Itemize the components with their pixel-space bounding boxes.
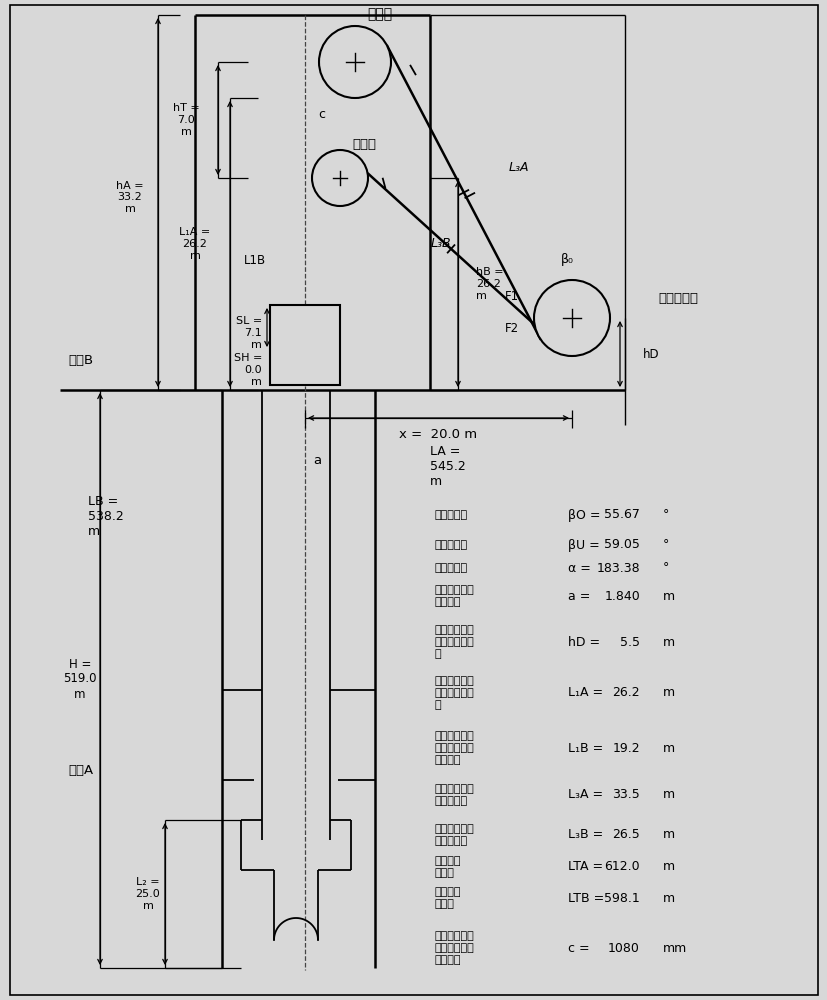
Text: L₁A =: L₁A = <box>567 686 602 700</box>
Text: 罐笼在最高处
时下天轮到罐
笼的绳长: 罐笼在最高处 时下天轮到罐 笼的绳长 <box>434 731 474 765</box>
Text: L₁A =
26.2
m: L₁A = 26.2 m <box>179 227 210 261</box>
Text: m: m <box>662 892 674 904</box>
Text: H =
519.0
m: H = 519.0 m <box>63 658 97 700</box>
Text: c: c <box>318 108 325 121</box>
Text: 55.67: 55.67 <box>604 508 639 522</box>
Text: 下天轮: 下天轮 <box>351 137 375 150</box>
Text: m: m <box>662 788 674 802</box>
Text: 1.840: 1.840 <box>604 589 639 602</box>
Text: 滚筒和电机: 滚筒和电机 <box>657 292 697 304</box>
Text: 19.2: 19.2 <box>612 742 639 754</box>
Text: L₃B: L₃B <box>430 237 451 250</box>
Text: 上天轮: 上天轮 <box>366 7 392 21</box>
Text: m: m <box>662 589 674 602</box>
Text: m: m <box>662 686 674 700</box>
Text: 下出绳仰角: 下出绳仰角 <box>434 540 467 550</box>
Text: °: ° <box>662 538 668 552</box>
Text: 33.5: 33.5 <box>611 788 639 802</box>
Text: 罐笼B: 罐笼B <box>68 354 93 366</box>
Text: °: ° <box>662 508 668 522</box>
Text: 612.0: 612.0 <box>604 860 639 874</box>
Text: m: m <box>662 636 674 648</box>
Text: °: ° <box>662 562 668 574</box>
Text: 上天轮到井口
标高的垂直距
离: 上天轮到井口 标高的垂直距 离 <box>434 676 474 710</box>
Text: m: m <box>662 828 674 842</box>
Text: L₂ =
25.0
m: L₂ = 25.0 m <box>136 877 160 911</box>
Text: L1B: L1B <box>244 254 265 267</box>
Text: 59.05: 59.05 <box>604 538 639 552</box>
Circle shape <box>533 280 609 356</box>
Text: 5.5: 5.5 <box>619 636 639 648</box>
Text: 卷筒中心到距
井口标高的距
离: 卷筒中心到距 井口标高的距 离 <box>434 625 474 659</box>
Text: F2: F2 <box>504 322 519 334</box>
Text: c =: c = <box>567 942 589 954</box>
Text: L₁B =: L₁B = <box>567 742 603 754</box>
Text: hD =: hD = <box>567 636 600 648</box>
Text: hT =
7.0
m: hT = 7.0 m <box>172 103 199 137</box>
Text: α =: α = <box>567 562 590 574</box>
Text: LTA =: LTA = <box>567 860 602 874</box>
Circle shape <box>318 26 390 98</box>
Text: 钙绳围包角: 钙绳围包角 <box>434 563 467 573</box>
Text: hA =
33.2
m: hA = 33.2 m <box>116 181 144 214</box>
Text: mm: mm <box>662 942 686 954</box>
Text: x =  20.0 m: x = 20.0 m <box>399 428 477 440</box>
Text: 1080: 1080 <box>607 942 639 954</box>
Text: hD: hD <box>643 348 659 360</box>
Text: a: a <box>313 454 321 466</box>
Text: LB =
538.2
m: LB = 538.2 m <box>88 495 123 538</box>
Text: 罐笼A: 罐笼A <box>68 764 93 776</box>
Text: βU =: βU = <box>567 538 599 552</box>
Text: m: m <box>662 860 674 874</box>
Text: 26.5: 26.5 <box>611 828 639 842</box>
Text: m: m <box>662 742 674 754</box>
Text: 上出绳仰角: 上出绳仰角 <box>434 510 467 520</box>
Text: 下天轮到卷筒
的钙绳长度: 下天轮到卷筒 的钙绳长度 <box>434 824 474 846</box>
Text: SL =
7.1
m: SL = 7.1 m <box>236 316 261 350</box>
Text: β₀: β₀ <box>560 253 573 266</box>
Text: L₃A: L₃A <box>508 161 528 174</box>
Text: SH =
0.0
m: SH = 0.0 m <box>233 353 261 387</box>
Text: 上天轮到卷筒
的钙绳长度: 上天轮到卷筒 的钙绳长度 <box>434 784 474 806</box>
Text: 598.1: 598.1 <box>604 892 639 904</box>
Text: 井筒中罐笼中
心绳间距: 井筒中罐笼中 心绳间距 <box>434 585 474 607</box>
Text: L₃B =: L₃B = <box>567 828 603 842</box>
Text: βO =: βO = <box>567 508 600 522</box>
Text: 滚筒下端
总绳长: 滚筒下端 总绳长 <box>434 887 461 909</box>
Circle shape <box>312 150 367 206</box>
Text: 滚筒上端
总绳长: 滚筒上端 总绳长 <box>434 856 461 878</box>
Text: 上天轮中心与
井筒中心间的
水平距离: 上天轮中心与 井筒中心间的 水平距离 <box>434 931 474 965</box>
Text: 183.38: 183.38 <box>595 562 639 574</box>
Text: hB =
26.2
m: hB = 26.2 m <box>476 267 503 301</box>
Text: L₃A =: L₃A = <box>567 788 602 802</box>
Bar <box>270 305 340 385</box>
Text: 26.2: 26.2 <box>612 686 639 700</box>
Text: LA =
545.2
m: LA = 545.2 m <box>429 445 465 488</box>
Text: a =: a = <box>567 589 590 602</box>
Text: F1: F1 <box>504 290 519 302</box>
Text: LTB =: LTB = <box>567 892 604 904</box>
